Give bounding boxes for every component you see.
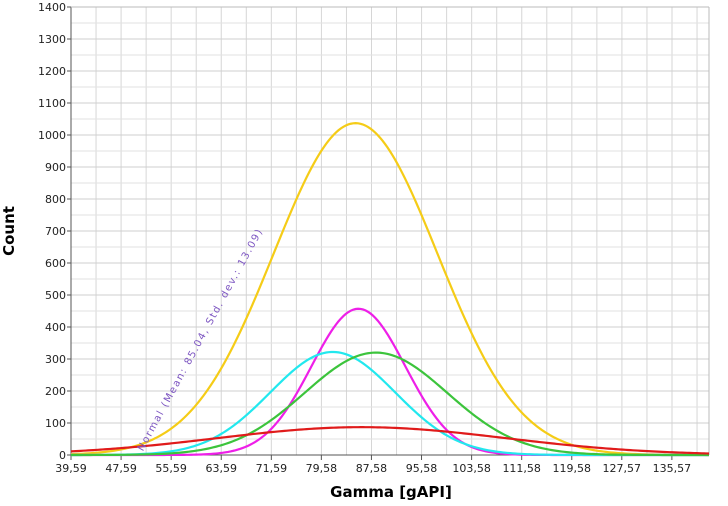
y-tick-label: 100: [45, 417, 66, 430]
x-tick-label: 71,59: [256, 462, 288, 475]
x-tick-label: 55,59: [155, 462, 187, 475]
x-tick-label: 135,57: [653, 462, 692, 475]
y-tick-label: 1300: [38, 33, 66, 46]
x-tick-label: 87,58: [356, 462, 388, 475]
y-tick-label: 1400: [38, 1, 66, 14]
y-tick-label: 500: [45, 289, 66, 302]
y-tick-label: 1200: [38, 65, 66, 78]
grid: [71, 6, 709, 455]
y-tick-label: 900: [45, 161, 66, 174]
y-tick-label: 400: [45, 321, 66, 334]
x-tick-label: 47,59: [105, 462, 137, 475]
x-tick-label: 127,57: [603, 462, 642, 475]
x-tick-label: 39,59: [55, 462, 87, 475]
x-tick-label: 79,58: [306, 462, 338, 475]
series-line-1: [70, 122, 709, 457]
x-tick-label: 63,59: [206, 462, 238, 475]
y-tick-label: 1100: [38, 97, 66, 110]
y-tick-label: 0: [59, 449, 66, 462]
y-tick-label: 600: [45, 257, 66, 270]
series-lines: [70, 122, 710, 457]
y-axis-title: Count: [0, 206, 18, 256]
x-tick-labels: 39,59 47,59 55,59 63,59 71,59 79,58 87,58 95,58…: [55, 462, 691, 475]
y-tick-label: 800: [45, 193, 66, 206]
x-tick-label: 119,58: [553, 462, 592, 475]
y-tick-label: 200: [45, 385, 66, 398]
y-tick-labels: 0 100 200 300 400 500 600 700 800 900 1000 1100 1200…: [38, 1, 66, 462]
y-tick-label: 700: [45, 225, 66, 238]
y-tick-label: 1000: [38, 129, 66, 142]
x-tick-label: 95,58: [406, 462, 438, 475]
x-tick-label: 111,58: [502, 462, 541, 475]
series-line-5: [70, 426, 710, 455]
x-axis-title: Gamma [gAPI]: [330, 483, 452, 501]
x-tick-label: 103,58: [452, 462, 491, 475]
y-tick-label: 300: [45, 353, 66, 366]
series-line-4: [71, 351, 709, 457]
